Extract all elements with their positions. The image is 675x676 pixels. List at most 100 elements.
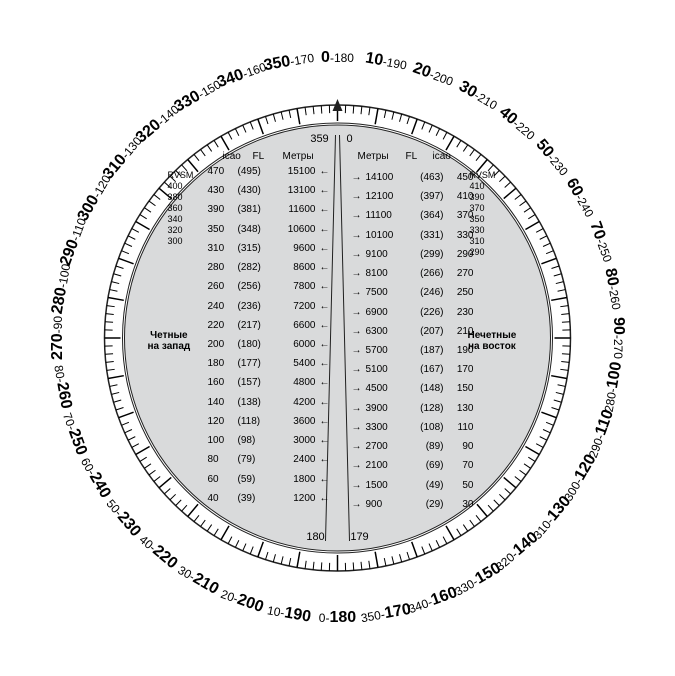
east-fl: (207) [406, 326, 444, 337]
arrow-right-icon: → [352, 326, 366, 337]
east-side-label: Нечетные на восток [468, 330, 517, 352]
arrow-left-icon: ← [316, 243, 330, 254]
ring-major: 270 [49, 333, 66, 360]
west-fl: (39) [238, 493, 276, 504]
west-fl: (118) [238, 416, 276, 427]
west-row: 100(98)3000 ← [208, 434, 330, 447]
east-row: → 12100(397)410 [352, 190, 474, 203]
west-row: 350(348)10600 ← [208, 223, 330, 236]
west-fl: (256) [238, 281, 276, 292]
east-metry: 11100 [366, 210, 406, 221]
ring-major: 280 [48, 286, 69, 315]
west-fl: (177) [238, 358, 276, 369]
ring-major: 170 [383, 600, 412, 621]
west-row: 220(217)6600 ← [208, 319, 330, 332]
west-fl: (217) [238, 320, 276, 331]
west-row: 40(39)1200 ← [208, 492, 330, 505]
arrow-left-icon: ← [316, 320, 330, 331]
east-icao: 190 [444, 345, 474, 356]
arrow-left-icon: ← [316, 435, 330, 446]
east-fl: (167) [406, 364, 444, 375]
east-row: → 1500(49)50 [352, 479, 474, 492]
west-icao: 310 [208, 243, 238, 254]
west-icao: 180 [208, 358, 238, 369]
west-header-icao: icao [223, 151, 241, 162]
arrow-right-icon: → [352, 422, 366, 433]
west-metry: 7800 [276, 281, 316, 292]
east-icao: 270 [444, 268, 474, 279]
west-metry: 11600 [276, 204, 316, 215]
arrow-left-icon: ← [316, 377, 330, 388]
arrow-right-icon: → [352, 268, 366, 279]
west-metry: 13100 [276, 185, 316, 196]
arrow-right-icon: → [352, 249, 366, 260]
rvsm-west-stack: RVSM 400 380 360 340 320 300 [168, 170, 194, 247]
east-row: → 2700(89)90 [352, 440, 474, 453]
east-icao: 30 [444, 499, 474, 510]
west-row: 470(495)15100 ← [208, 165, 330, 178]
east-metry: 3900 [366, 403, 406, 414]
west-fl: (495) [238, 166, 276, 177]
east-row: → 14100(463)450 [352, 171, 474, 184]
arrow-left-icon: ← [316, 339, 330, 350]
east-fl: (108) [406, 422, 444, 433]
west-icao: 390 [208, 204, 238, 215]
east-icao: 130 [444, 403, 474, 414]
west-row: 80(79)2400 ← [208, 453, 330, 466]
west-icao: 350 [208, 224, 238, 235]
east-metry: 14100 [366, 172, 406, 183]
east-metry: 2100 [366, 460, 406, 471]
east-row: → 3300(108)110 [352, 421, 474, 434]
east-fl: (148) [406, 383, 444, 394]
arrow-right-icon: → [352, 230, 366, 241]
west-fl: (59) [238, 474, 276, 485]
east-row: → 900(29)30 [352, 498, 474, 511]
west-icao: 120 [208, 416, 238, 427]
west-metry: 2400 [276, 454, 316, 465]
west-metry: 4200 [276, 397, 316, 408]
ring-minor: 180 [334, 51, 354, 65]
west-fl: (282) [238, 262, 276, 273]
arrow-left-icon: ← [316, 416, 330, 427]
ring-major: 100 [604, 360, 625, 389]
west-fl: (348) [238, 224, 276, 235]
ring-minor: 350 [360, 608, 382, 625]
west-fl: (98) [238, 435, 276, 446]
east-icao: 250 [444, 287, 474, 298]
ring-label: 0-180 [321, 49, 354, 67]
west-fl: (79) [238, 454, 276, 465]
east-header-icao: icao [433, 151, 451, 162]
east-icao: 450 [444, 172, 474, 183]
top-right-0: 0 [346, 133, 352, 145]
ring-minor: 90 [51, 316, 65, 329]
east-fl: (226) [406, 307, 444, 318]
west-row: 240(236)7200 ← [208, 300, 330, 313]
arrow-right-icon: → [352, 345, 366, 356]
east-fl: (128) [406, 403, 444, 414]
east-icao: 90 [444, 441, 474, 452]
compass-ring [0, 0, 675, 676]
east-metry: 5100 [366, 364, 406, 375]
arrow-right-icon: → [352, 383, 366, 394]
west-fl: (236) [238, 301, 276, 312]
west-metry: 6600 [276, 320, 316, 331]
ring-label: 90-270 [609, 317, 627, 359]
bottom-right-179: 179 [350, 531, 368, 543]
west-icao: 40 [208, 493, 238, 504]
arrow-right-icon: → [352, 364, 366, 375]
arrow-right-icon: → [352, 460, 366, 471]
arrow-right-icon: → [352, 307, 366, 318]
east-row: → 2100(69)70 [352, 459, 474, 472]
west-row: 260(256)7800 ← [208, 280, 330, 293]
arrow-left-icon: ← [316, 301, 330, 312]
east-row: → 4500(148)150 [352, 382, 474, 395]
west-row: 310(315)9600 ← [208, 242, 330, 255]
arrow-left-icon: ← [316, 262, 330, 273]
east-row: → 10100(331)330 [352, 229, 474, 242]
arrow-right-icon: → [352, 499, 366, 510]
west-icao: 60 [208, 474, 238, 485]
west-fl: (180) [238, 339, 276, 350]
east-row: → 6900(226)230 [352, 306, 474, 319]
east-icao: 50 [444, 480, 474, 491]
east-icao: 170 [444, 364, 474, 375]
